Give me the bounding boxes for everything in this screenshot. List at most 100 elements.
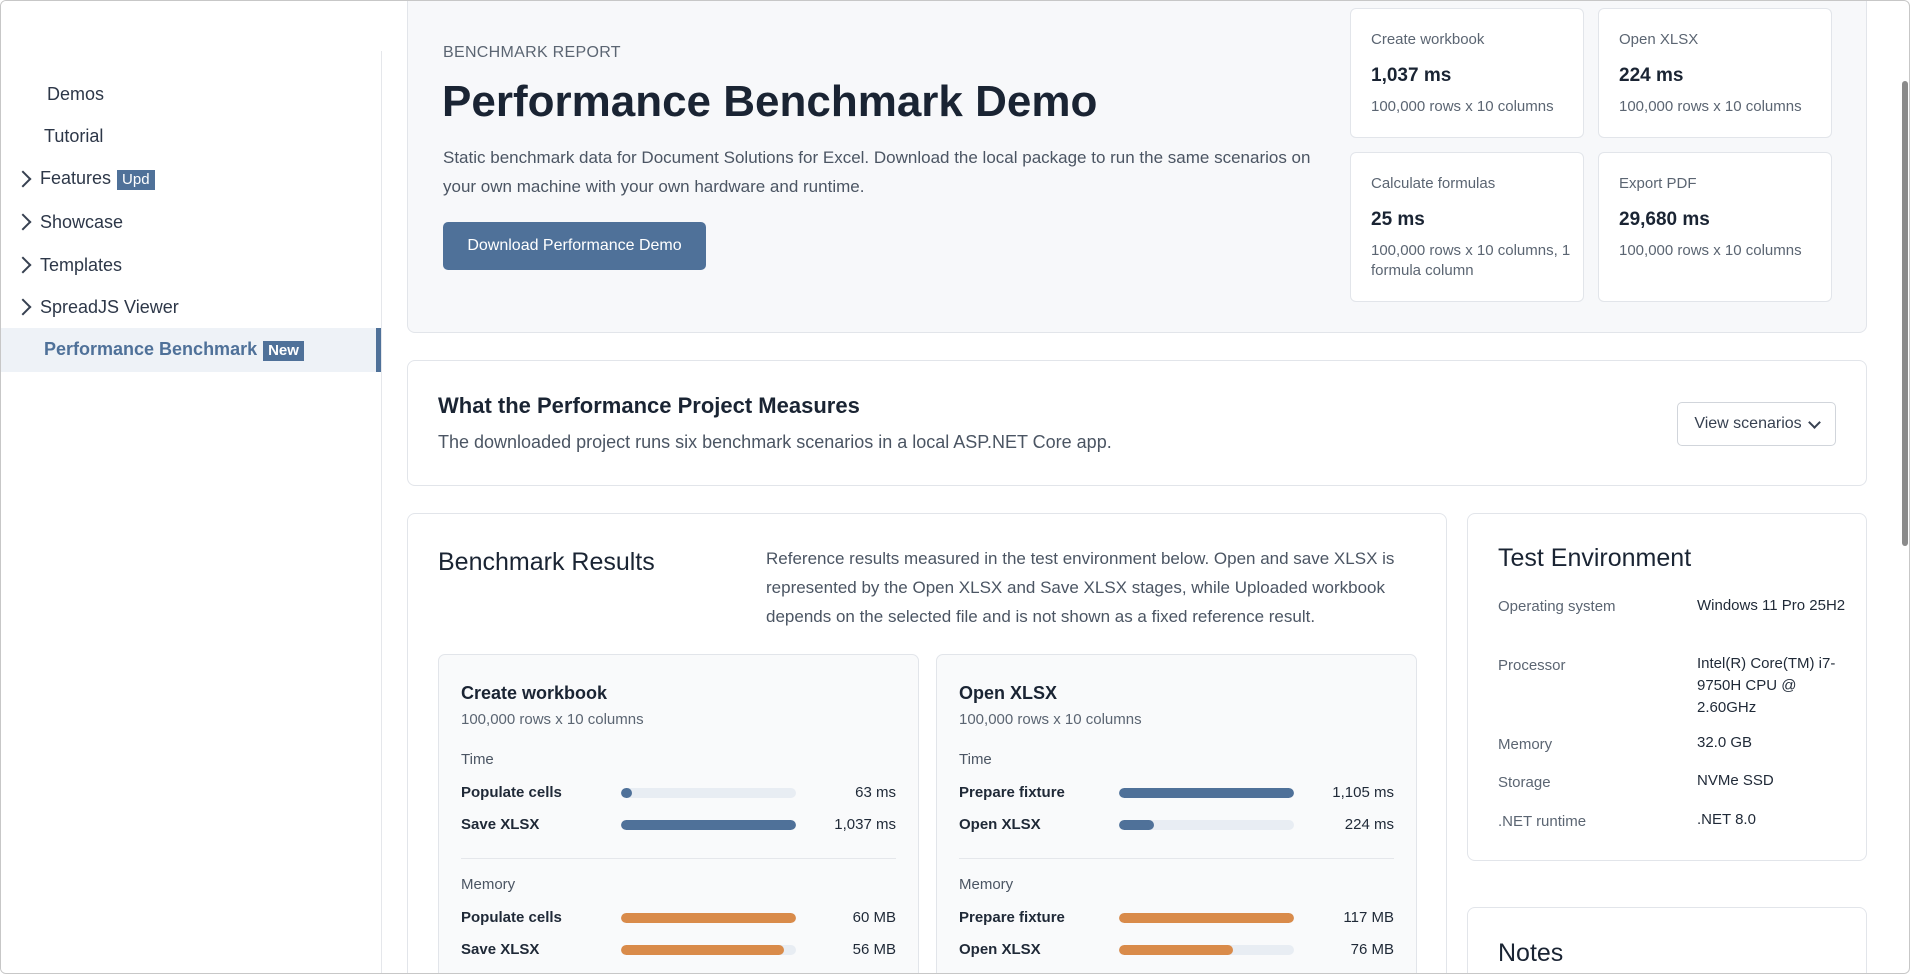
env-key: .NET runtime	[1498, 813, 1587, 830]
sidebar-item-label: SpreadJS Viewer	[40, 296, 179, 317]
sidebar-item-label: Templates	[40, 254, 123, 275]
download-button[interactable]: Download Performance Demo	[443, 222, 706, 270]
metric-label: Prepare fixture	[959, 909, 1065, 926]
env-value: Intel(R) Core(TM) i7-9750H CPU @ 2.60GHz	[1697, 655, 1836, 716]
env-value: .NET 8.0	[1697, 811, 1756, 828]
scrollbar[interactable]	[1902, 81, 1908, 546]
benchmark-card-title: Create workbook	[461, 683, 608, 703]
benchmark-card-subtitle: 100,000 rows x 10 columns	[959, 711, 1142, 728]
measures-panel	[407, 360, 1867, 486]
sidebar-item-label: Demos	[47, 83, 105, 104]
sidebar-item-showcase[interactable]: Showcase	[1, 201, 381, 243]
metric-label: Save XLSX	[461, 816, 540, 833]
stat-detail: 100,000 rows x 10 columns, 1 formula col…	[1371, 242, 1571, 279]
time-bar-fill	[1119, 788, 1294, 798]
results-title: Benchmark Results	[438, 548, 655, 576]
benchmark-card-create-workbook: Create workbook 100,000 rows x 10 column…	[438, 654, 919, 973]
view-scenarios-label: View scenarios	[1694, 415, 1802, 432]
memory-section-label: Memory	[959, 876, 1014, 893]
sidebar-item-label: Features	[40, 168, 112, 188]
time-bar	[621, 820, 796, 830]
sidebar-item-label: Showcase	[40, 211, 124, 232]
measures-subtitle: The downloaded project runs six benchmar…	[438, 432, 1112, 452]
time-section-label: Time	[959, 751, 992, 768]
stat-card-open-xlsx: Open XLSX 224 ms 100,000 rows x 10 colum…	[1598, 8, 1832, 138]
memory-bar	[621, 913, 796, 923]
stat-detail: 100,000 rows x 10 columns	[1371, 98, 1554, 115]
metric-label: Save XLSX	[461, 941, 540, 958]
time-bar-fill	[1119, 820, 1154, 830]
memory-bar-fill	[1119, 913, 1294, 923]
stat-label: Export PDF	[1619, 175, 1697, 192]
time-bar-fill	[621, 820, 796, 830]
metric-value: 60 MB	[852, 909, 896, 926]
env-key: Processor	[1498, 657, 1566, 674]
stat-label: Create workbook	[1371, 31, 1485, 48]
stat-label: Open XLSX	[1619, 31, 1699, 48]
chevron-right-icon	[14, 213, 32, 231]
updated-badge: Upd	[117, 170, 155, 190]
benchmark-card-open-xlsx: Open XLSX 100,000 rows x 10 columns Time…	[936, 654, 1417, 973]
chevron-right-icon	[14, 298, 32, 316]
time-bar	[621, 788, 796, 798]
env-value: NVMe SSD	[1697, 772, 1774, 789]
stat-card-calculate-formulas: Calculate formulas 25 ms 100,000 rows x …	[1350, 152, 1584, 302]
stat-value: 29,680 ms	[1619, 209, 1710, 230]
sidebar-item-label: Performance Benchmark	[44, 339, 258, 359]
sidebar-item-demos[interactable]: Demos	[1, 73, 381, 115]
report-eyebrow: BENCHMARK REPORT	[443, 44, 621, 61]
env-key: Storage	[1498, 774, 1551, 791]
metric-label: Prepare fixture	[959, 784, 1065, 801]
env-key: Memory	[1498, 736, 1553, 753]
metric-label: Populate cells	[461, 784, 562, 801]
sidebar-item-label: Tutorial	[44, 125, 104, 146]
chevron-right-icon	[14, 256, 32, 274]
metric-label: Open XLSX	[959, 816, 1041, 833]
metric-label: Populate cells	[461, 909, 562, 926]
stat-detail: 100,000 rows x 10 columns	[1619, 242, 1802, 259]
chevron-down-icon	[1807, 415, 1821, 429]
sidebar-item-tutorial[interactable]: Tutorial	[1, 115, 381, 157]
stat-value: 25 ms	[1371, 209, 1425, 230]
view-scenarios-button[interactable]: View scenarios	[1677, 402, 1836, 446]
hero-description: Static benchmark data for Document Solut…	[443, 148, 1311, 196]
stat-card-export-pdf: Export PDF 29,680 ms 100,000 rows x 10 c…	[1598, 152, 1832, 302]
memory-bar	[621, 945, 796, 955]
memory-section-label: Memory	[461, 876, 516, 893]
measures-title: What the Performance Project Measures	[438, 393, 860, 418]
sidebar-item-features[interactable]: Features Upd	[1, 158, 381, 200]
benchmark-card-title: Open XLSX	[959, 683, 1058, 703]
notes-panel	[1467, 907, 1867, 973]
sidebar-item-spreadjs-viewer[interactable]: SpreadJS Viewer	[1, 286, 381, 328]
metric-value: 1,105 ms	[1332, 784, 1394, 801]
metric-value: 56 MB	[852, 941, 896, 958]
time-section-label: Time	[461, 751, 494, 768]
stat-card-create-workbook: Create workbook 1,037 ms 100,000 rows x …	[1350, 8, 1584, 138]
stat-value: 1,037 ms	[1371, 65, 1452, 86]
metric-value: 76 MB	[1350, 941, 1394, 958]
metric-value: 224 ms	[1344, 816, 1394, 833]
stat-label: Calculate formulas	[1371, 175, 1496, 192]
notes-title: Notes	[1498, 939, 1564, 967]
sidebar-divider	[381, 51, 382, 973]
results-description: Reference results measured in the test e…	[766, 549, 1395, 626]
new-badge: New	[263, 341, 304, 361]
stat-detail: 100,000 rows x 10 columns	[1619, 98, 1802, 115]
time-bar-fill	[621, 788, 632, 798]
sidebar-item-performance-benchmark[interactable]: Performance Benchmark New	[1, 328, 381, 372]
memory-bar-fill	[1119, 945, 1233, 955]
sidebar: Demos Tutorial Features Upd Showcase Temp…	[1, 1, 381, 973]
benchmark-card-subtitle: 100,000 rows x 10 columns	[461, 711, 644, 728]
metric-value: 63 ms	[855, 784, 896, 801]
metric-value: 117 MB	[1343, 909, 1394, 926]
stat-value: 224 ms	[1619, 65, 1684, 86]
section-divider	[959, 858, 1394, 859]
metric-value: 1,037 ms	[834, 816, 896, 833]
environment-panel	[1467, 513, 1867, 861]
metric-label: Open XLSX	[959, 941, 1041, 958]
environment-title: Test Environment	[1498, 544, 1692, 572]
env-value: 32.0 GB	[1697, 734, 1753, 751]
page-title: Performance Benchmark Demo	[442, 77, 1098, 126]
sidebar-item-templates[interactable]: Templates	[1, 244, 381, 286]
